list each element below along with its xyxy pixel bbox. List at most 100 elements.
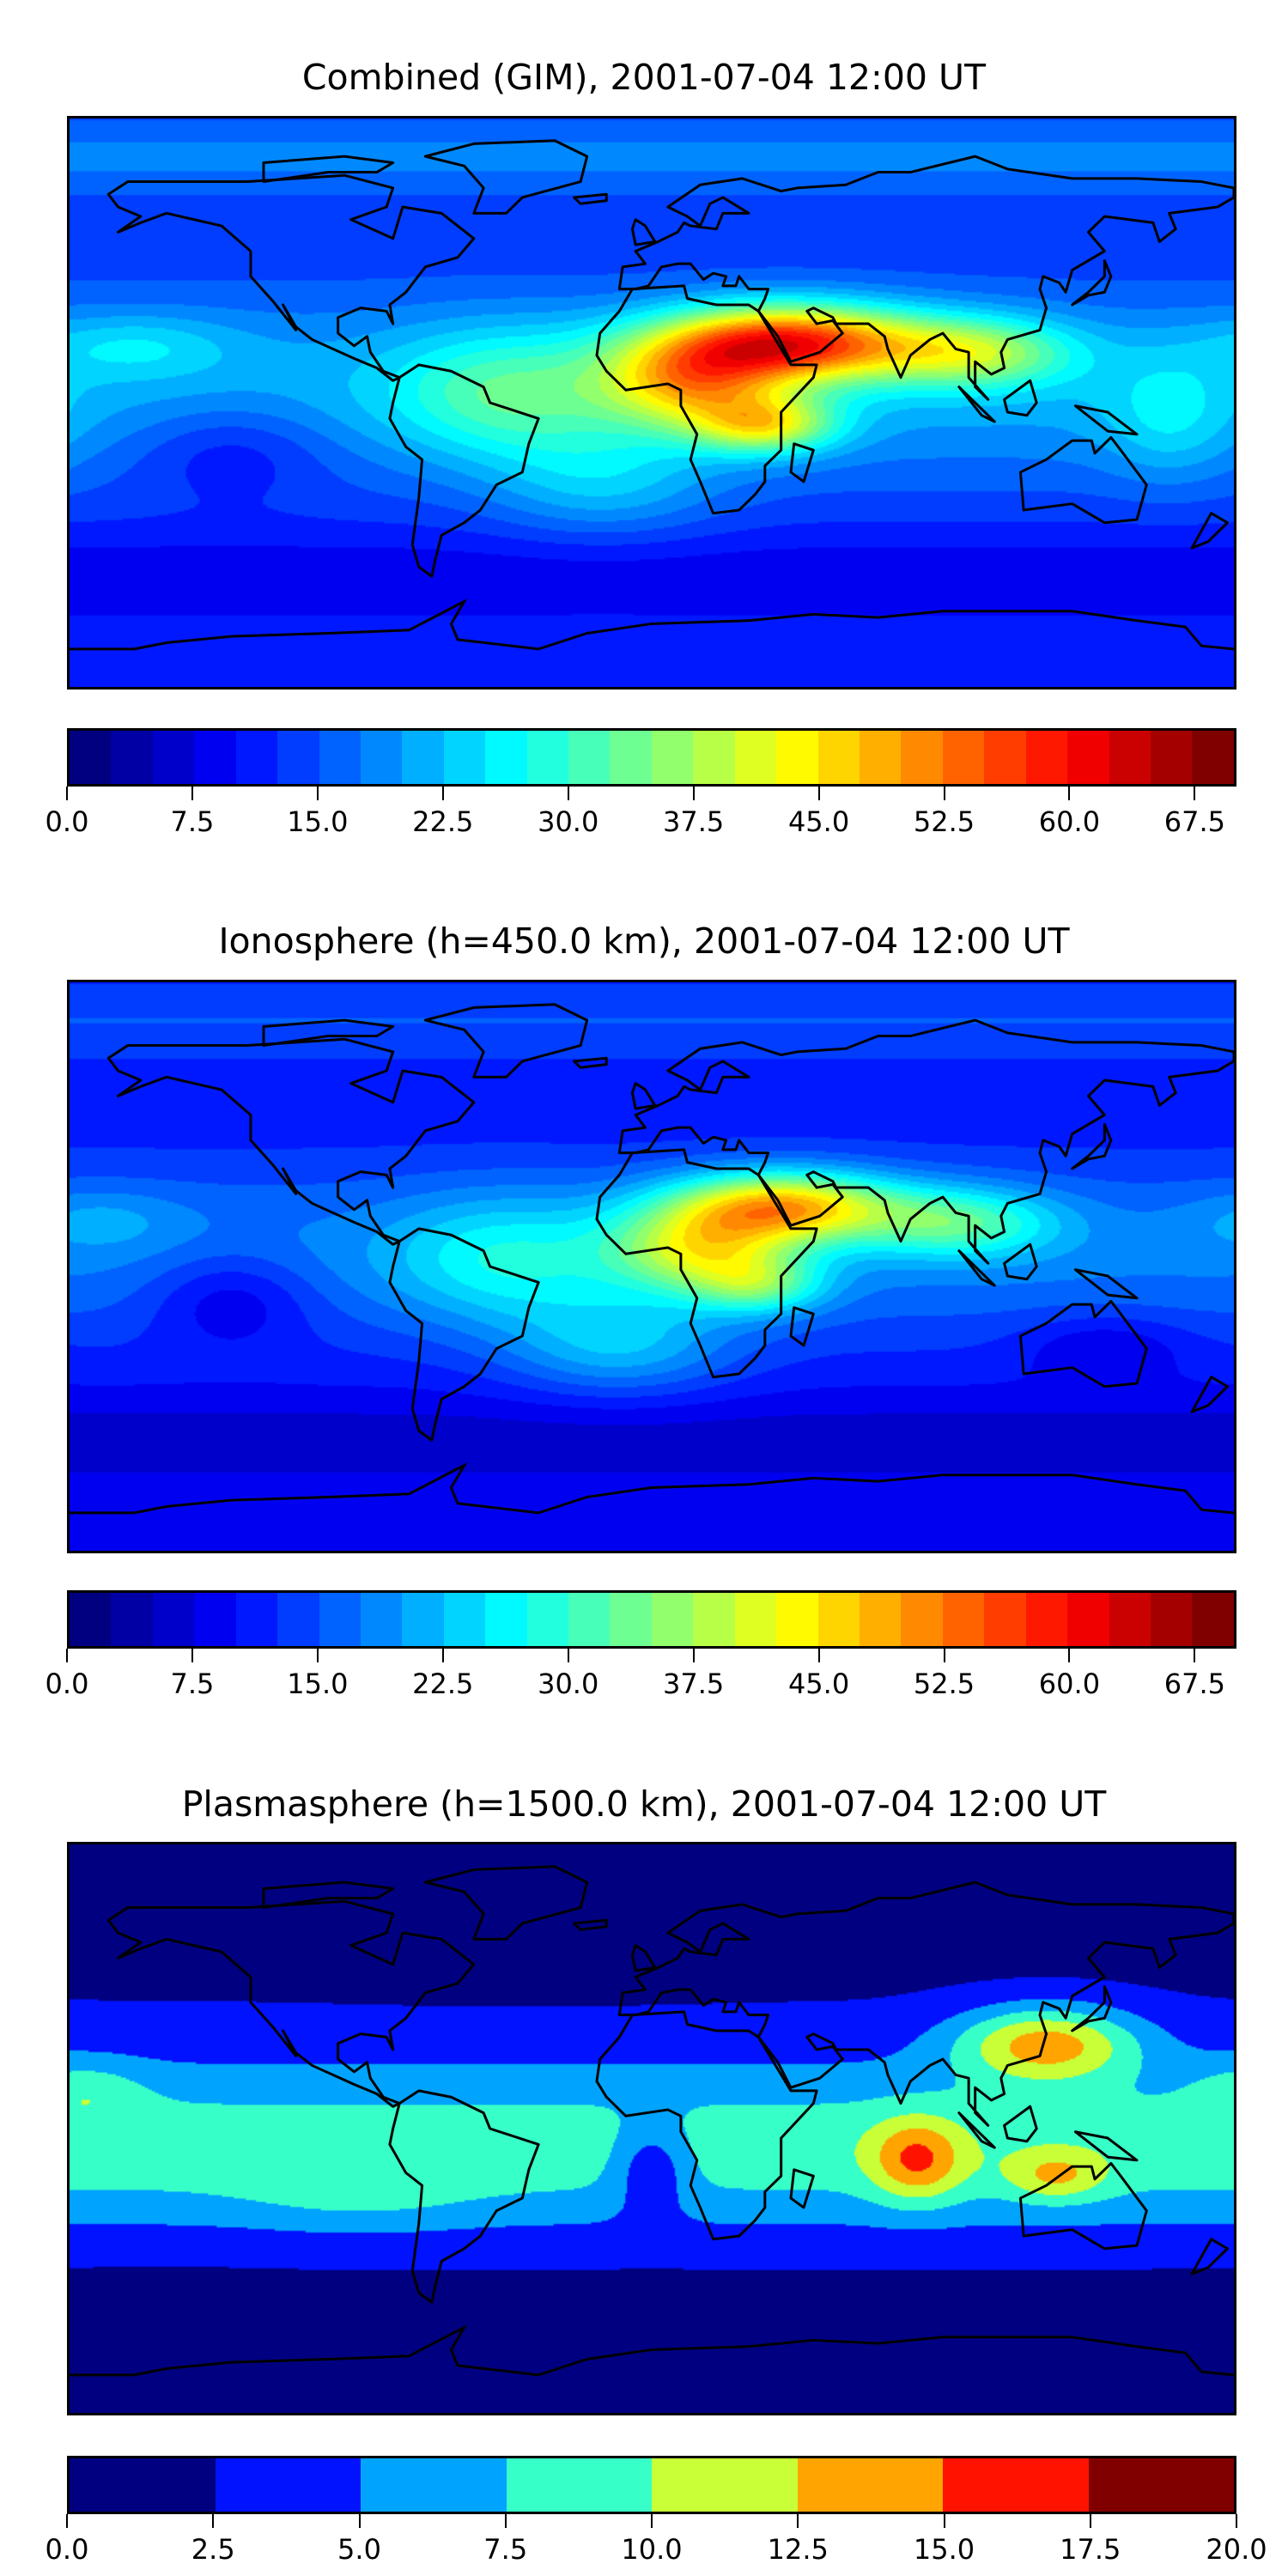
coastline bbox=[632, 220, 654, 245]
colorbar-tick-label: 67.5 bbox=[1163, 805, 1225, 838]
colorbar-segment bbox=[277, 731, 319, 784]
colorbar-segment bbox=[235, 1593, 278, 1646]
colorbar-segment bbox=[734, 731, 777, 784]
colorbar-tick-label: 0.0 bbox=[45, 1668, 89, 1700]
colorbar-tick-label: 12.5 bbox=[767, 2533, 829, 2566]
coastline bbox=[1192, 2239, 1227, 2274]
colorbar-tick bbox=[504, 2514, 507, 2528]
colorbar-ticks: 0.0 7.5 15.0 22.5 30.0 37.5 45.0 52.5 60.0 67.5 bbox=[46, 1649, 1236, 1709]
coastline bbox=[619, 1020, 1234, 1263]
colorbar-tick bbox=[692, 1649, 695, 1662]
coastline bbox=[597, 2012, 817, 2239]
colorbar-tick-label: 60.0 bbox=[1038, 1668, 1101, 1700]
colorbar-segment bbox=[651, 1593, 694, 1646]
chart-title: Plasmasphere (h=1500.0 km), 2001-07-04 1… bbox=[181, 1783, 1107, 1825]
colorbar-tick bbox=[943, 1649, 945, 1662]
colorbar-tick-label: 22.5 bbox=[412, 1668, 474, 1700]
colorbar-segment bbox=[215, 2458, 361, 2512]
coastline bbox=[390, 365, 538, 576]
colorbar-tick-label: 52.5 bbox=[913, 1668, 975, 1700]
coastline bbox=[1075, 2132, 1137, 2160]
coastline bbox=[1072, 1987, 1111, 2031]
coastline bbox=[1192, 1377, 1227, 1412]
colorbar-segment bbox=[319, 1593, 361, 1646]
colorbar-segment bbox=[360, 1593, 403, 1646]
coastline bbox=[108, 1039, 474, 1244]
colorbar-tick-label: 52.5 bbox=[913, 805, 975, 838]
colorbar-segment bbox=[319, 731, 361, 784]
colorbar-tick bbox=[1194, 787, 1196, 800]
coastline bbox=[1020, 437, 1146, 522]
colorbar-segment bbox=[485, 731, 527, 784]
colorbar-segment bbox=[152, 731, 195, 784]
colorbar-tick bbox=[692, 787, 695, 800]
colorbar-tick bbox=[1068, 1649, 1071, 1662]
colorbar-segment bbox=[360, 731, 403, 784]
coastline bbox=[264, 156, 393, 181]
coastline bbox=[619, 1882, 1234, 2125]
colorbar-segment bbox=[1025, 1593, 1068, 1646]
colorbar-ticks: 0.0 2.5 5.0 7.5 10.0 12.5 15.0 17.5 20.0 bbox=[46, 2514, 1267, 2574]
colorbar-segment bbox=[1067, 1593, 1109, 1646]
map-plasmasphere bbox=[67, 1842, 1236, 2415]
colorbar-tick bbox=[316, 787, 319, 800]
coastline bbox=[597, 1150, 817, 1377]
colorbar-segment bbox=[1192, 1593, 1234, 1646]
colorbar-tick-label: 17.5 bbox=[1060, 2533, 1121, 2566]
colorbar-segment bbox=[443, 731, 486, 784]
coastline bbox=[959, 2113, 994, 2148]
coastline bbox=[108, 175, 474, 380]
coastline bbox=[1005, 2106, 1037, 2141]
colorbar-segment bbox=[70, 2458, 216, 2512]
coastline bbox=[108, 1901, 474, 2106]
colorbar-segment bbox=[942, 1593, 985, 1646]
colorbar-segment bbox=[111, 1593, 153, 1646]
colorbar-segment bbox=[610, 1593, 652, 1646]
colorbar-tick bbox=[1194, 1649, 1196, 1662]
colorbar-segment bbox=[506, 2458, 652, 2512]
coastlines bbox=[70, 1844, 1234, 2413]
colorbar-segment bbox=[485, 1593, 527, 1646]
colorbar-tick-label: 45.0 bbox=[787, 805, 850, 838]
colorbar-segment bbox=[943, 2458, 1089, 2512]
colorbar-segment bbox=[942, 731, 985, 784]
colorbar-segment bbox=[526, 731, 569, 784]
coastline bbox=[264, 1020, 393, 1045]
colorbar-segment bbox=[734, 1593, 777, 1646]
colorbar-tick bbox=[66, 2514, 68, 2528]
colorbar-segment bbox=[817, 731, 860, 784]
coastline bbox=[425, 1867, 586, 1940]
colorbar-segment bbox=[194, 1593, 236, 1646]
coastline bbox=[1192, 513, 1227, 548]
coastline bbox=[632, 1084, 654, 1109]
coastline bbox=[425, 141, 586, 214]
coastlines bbox=[70, 118, 1234, 687]
colorbar-tick-label: 15.0 bbox=[913, 2533, 975, 2566]
colorbar-tick-label: 0.0 bbox=[45, 805, 89, 838]
colorbar-tick-label: 37.5 bbox=[663, 1668, 725, 1700]
colorbar-tick-label: 15.0 bbox=[287, 805, 349, 838]
colorbar-tick bbox=[191, 787, 193, 800]
chart-title: Combined (GIM), 2001-07-04 12:00 UT bbox=[301, 57, 987, 98]
chart-title: Ionosphere (h=450.0 km), 2001-07-04 12:0… bbox=[218, 920, 1070, 962]
colorbar-segment bbox=[1109, 731, 1151, 784]
coastline bbox=[791, 2170, 813, 2208]
coastline bbox=[791, 1308, 813, 1346]
colorbar-segment bbox=[860, 731, 902, 784]
colorbar-tick bbox=[441, 787, 444, 800]
colorbar-tick-label: 15.0 bbox=[287, 1668, 349, 1700]
panel-ionosphere: Ionosphere (h=450.0 km), 2001-07-04 12:0… bbox=[0, 0, 1288, 1700]
colorbar-tick-label: 22.5 bbox=[412, 805, 474, 838]
colorbar-tick-label: 0.0 bbox=[45, 2533, 89, 2566]
coastline bbox=[632, 1946, 654, 1971]
coastline bbox=[390, 1229, 538, 1440]
colorbar-segment bbox=[610, 731, 652, 784]
colorbar-tick bbox=[817, 787, 820, 800]
coastline bbox=[959, 387, 994, 422]
colorbar-tick-label: 7.5 bbox=[483, 2533, 528, 2566]
coastline bbox=[574, 1920, 607, 1929]
colorbar-tick-label: 10.0 bbox=[621, 2533, 683, 2566]
colorbar-segment bbox=[776, 1593, 818, 1646]
coastline bbox=[574, 1058, 607, 1067]
